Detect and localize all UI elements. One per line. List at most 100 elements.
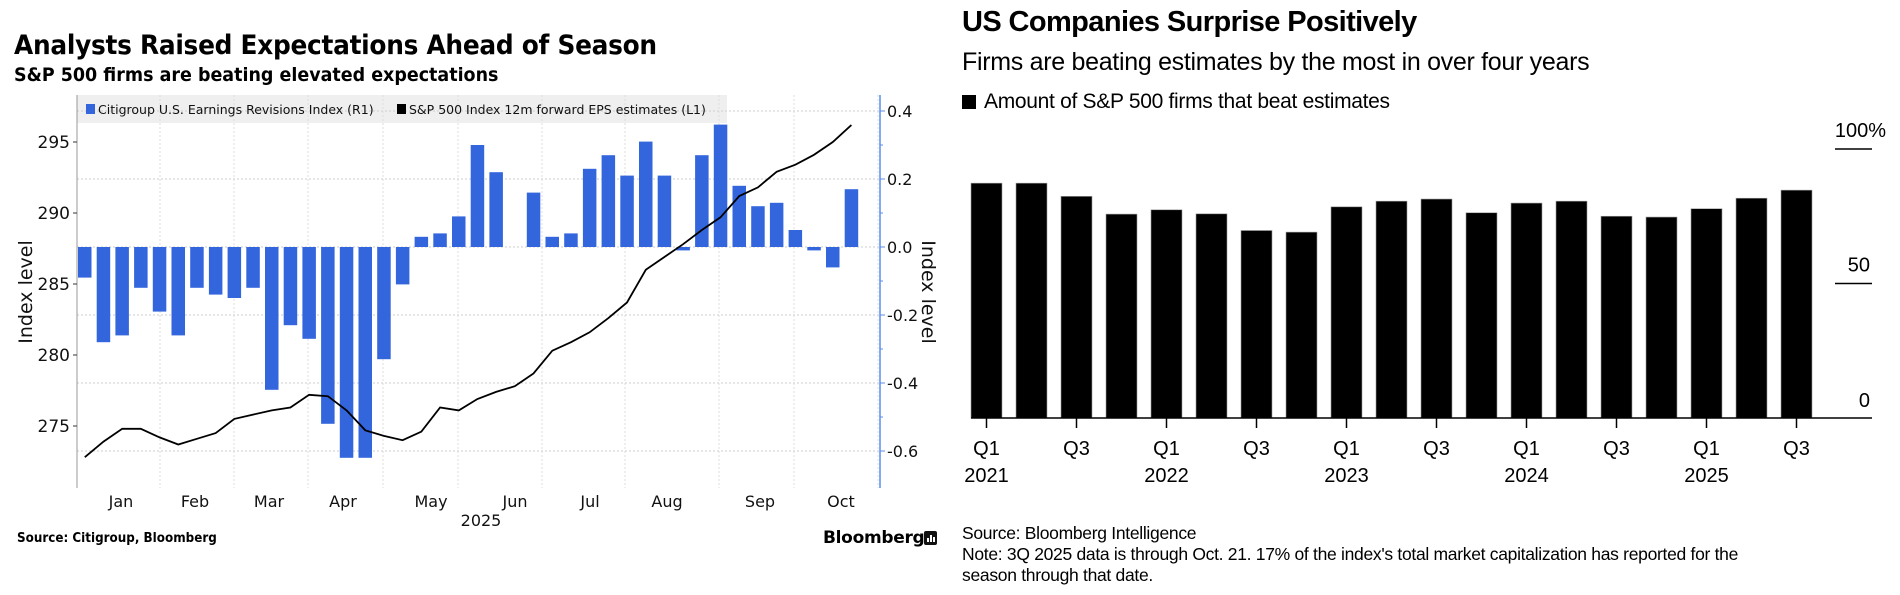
left-chart-title: Analysts Raised Expectations Ahead of Se… — [14, 30, 657, 61]
left-axis-tick-label: 285 — [38, 275, 70, 295]
x-axis-quarter-label: Q3 — [1243, 438, 1270, 460]
y-axis-tick-label: 50 — [1848, 255, 1870, 277]
beat-estimates-bar — [1285, 231, 1318, 419]
revisions-bar — [433, 233, 447, 247]
right-chart-source: Source: Bloomberg Intelligence — [962, 523, 1197, 543]
x-axis-year-label: 2025 — [461, 511, 502, 530]
revisions-bar — [395, 247, 410, 285]
revisions-bar — [639, 141, 653, 247]
right-chart-footnote: Source: Bloomberg Intelligence Note: 3Q … — [962, 523, 1862, 586]
beat-estimates-bar — [1555, 200, 1588, 419]
bloomberg-logo: Bloomberg — [823, 528, 925, 548]
x-axis-month-label: Feb — [181, 492, 209, 511]
revisions-bar — [190, 247, 204, 288]
x-axis-quarter-label: Q3 — [1783, 438, 1810, 460]
x-axis-quarter-label: Q1 — [973, 438, 1000, 460]
beat-estimates-bar — [1105, 213, 1138, 419]
left-chart-source: Source: Citigroup, Bloomberg — [17, 531, 217, 546]
beat-estimates-bar — [1780, 189, 1813, 419]
beat-estimates-bar — [1510, 202, 1543, 419]
x-axis-month-label: Aug — [651, 492, 682, 511]
revisions-bar — [358, 247, 372, 458]
legend-swatch-eps — [397, 104, 406, 114]
right-chart-panel: US Companies Surprise Positively Firms a… — [950, 0, 1900, 595]
revisions-bar — [152, 247, 167, 312]
revisions-bar — [302, 247, 316, 339]
beat-estimates-bar — [1465, 212, 1498, 419]
y-axis-tick-label: 100% — [1835, 120, 1886, 142]
eps-estimates-line — [84, 124, 853, 458]
beat-estimates-bar — [1645, 216, 1678, 419]
revisions-bar — [732, 185, 746, 247]
revisions-bar — [713, 124, 728, 247]
revisions-bar — [526, 192, 541, 247]
beat-estimates-bar — [1375, 200, 1408, 419]
beat-estimates-bar — [970, 182, 1003, 419]
revisions-bar — [321, 247, 335, 424]
left-axis-tick-label: 290 — [38, 204, 70, 224]
revisions-bar — [545, 236, 559, 247]
beat-estimates-bar — [1690, 208, 1723, 419]
revisions-bar — [339, 247, 354, 458]
right-axis-tick-label: -0.2 — [887, 306, 918, 325]
revisions-bar — [78, 247, 92, 278]
x-axis-month-label: Jul — [579, 492, 599, 511]
beat-estimates-bar — [1600, 215, 1633, 419]
x-axis-month-label: Oct — [827, 492, 855, 511]
revisions-bar — [246, 247, 260, 288]
revisions-bar — [377, 247, 391, 360]
left-axis-tick-label: 280 — [38, 346, 70, 366]
y-axis-tick-label: 0 — [1859, 390, 1870, 412]
x-axis-quarter-label: Q1 — [1693, 438, 1720, 460]
x-axis-year-label: 2021 — [964, 465, 1009, 487]
legend-swatch-revisions — [86, 104, 95, 114]
right-axis-tick-label: 0.4 — [887, 102, 912, 121]
left-chart-svg: 275 280 285 290 295 0.4 0.2 0.0 -0.2 -0.4 -0.6 Inde… — [15, 95, 939, 530]
right-chart-legend: Amount of S&P 500 firms that beat estima… — [962, 90, 1390, 114]
revisions-bar — [208, 247, 223, 295]
right-chart-svg: 100% 50 0 Q1 2021 Q3 Q1 2022 Q3 Q1 2023 Q3 Q1 2024 Q3 Q… — [964, 120, 1886, 487]
revisions-bar — [620, 175, 634, 247]
beat-estimates-bar — [1735, 197, 1768, 419]
bloomberg-chart-icon — [924, 531, 937, 545]
x-axis-quarter-label: Q1 — [1153, 438, 1180, 460]
right-chart-note: Note: 3Q 2025 data is through Oct. 21. 1… — [962, 544, 1739, 564]
beat-estimates-bar — [1195, 213, 1228, 419]
right-axis-tick-label: 0.0 — [887, 238, 912, 257]
legend-label-revisions: Citigroup U.S. Earnings Revisions Index … — [98, 102, 374, 117]
revisions-bar — [227, 247, 242, 298]
right-chart-note-cont: season through that date. — [962, 565, 1153, 585]
x-axis-month-label: Jun — [502, 492, 528, 511]
right-axis-tick-label: -0.6 — [887, 442, 918, 461]
x-axis-year-label: 2024 — [1504, 465, 1549, 487]
revisions-bar — [265, 247, 279, 390]
revisions-bar — [788, 230, 803, 247]
revisions-bar — [115, 247, 129, 336]
revisions-bar — [751, 206, 765, 247]
revisions-bar — [807, 247, 821, 251]
right-chart-title: US Companies Surprise Positively — [962, 6, 1417, 38]
revisions-bar — [134, 247, 148, 288]
x-axis-month-label: Sep — [745, 492, 775, 511]
x-axis-year-label: 2023 — [1324, 465, 1369, 487]
legend-swatch — [962, 95, 976, 109]
x-axis-year-label: 2022 — [1144, 465, 1189, 487]
x-axis-month-label: Apr — [329, 492, 357, 511]
left-axis-tick-label: 295 — [38, 133, 70, 153]
legend-label: Amount of S&P 500 firms that beat estima… — [984, 90, 1390, 113]
revisions-bar — [601, 155, 616, 247]
right-axis-tick-label: -0.4 — [887, 374, 918, 393]
revisions-bar — [414, 236, 429, 247]
x-axis-quarter-label: Q3 — [1423, 438, 1450, 460]
x-axis-quarter-label: Q3 — [1063, 438, 1090, 460]
x-axis-month-label: Jan — [108, 492, 134, 511]
beat-estimates-bar — [1015, 182, 1048, 419]
revisions-bar — [470, 145, 485, 247]
right-axis-title: Index level — [917, 240, 939, 344]
revisions-bar — [489, 172, 503, 247]
legend-label-eps: S&P 500 Index 12m forward EPS estimates … — [409, 102, 706, 117]
beat-estimates-bar — [1240, 230, 1273, 419]
x-axis-quarter-label: Q1 — [1513, 438, 1540, 460]
revisions-bar — [171, 247, 185, 336]
beat-estimates-bar — [1150, 209, 1183, 419]
